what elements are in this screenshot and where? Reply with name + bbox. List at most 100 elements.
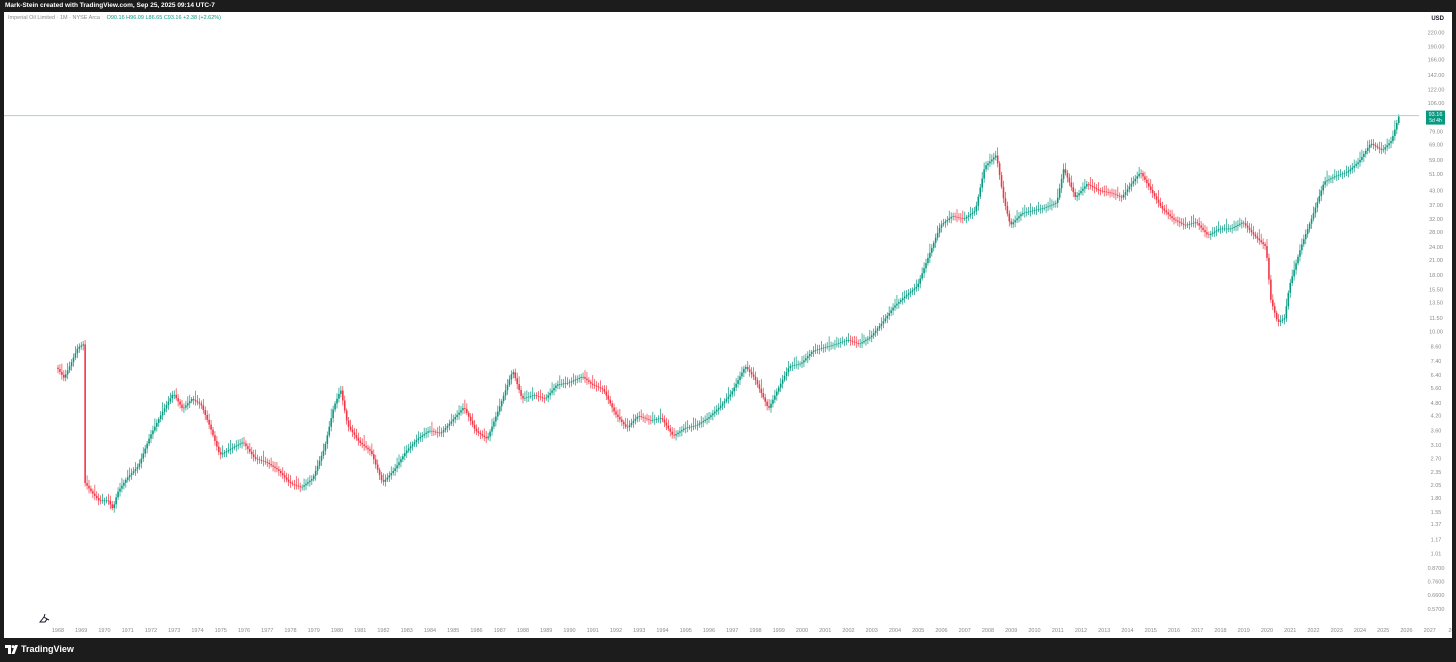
candle-body bbox=[117, 491, 119, 498]
candle-body bbox=[942, 223, 945, 225]
candle-body bbox=[820, 348, 823, 350]
candle-body bbox=[1386, 145, 1388, 148]
time-axis-label: 1995 bbox=[680, 628, 692, 634]
candle-body bbox=[138, 463, 141, 467]
ohlc-low: L86.65 bbox=[145, 15, 163, 21]
price-axis-label: 11.50 bbox=[1429, 316, 1442, 322]
candle-body bbox=[884, 318, 887, 322]
time-axis-label: 1987 bbox=[494, 628, 506, 634]
candle-body bbox=[1035, 209, 1038, 211]
candle-body bbox=[1330, 178, 1332, 180]
chart-panel[interactable]: Imperial Oil Limited · 1M · NYSE Arca O9… bbox=[4, 12, 1452, 638]
candle-body bbox=[1086, 184, 1088, 187]
time-axis-label: 1973 bbox=[168, 628, 180, 634]
time-axis-label: 1968 bbox=[52, 628, 64, 634]
candle-body bbox=[1148, 183, 1150, 187]
candle-body bbox=[78, 346, 81, 349]
candle-body bbox=[913, 288, 916, 291]
candle-body bbox=[814, 350, 817, 351]
candle-body bbox=[262, 460, 265, 462]
candle-body bbox=[146, 443, 148, 449]
candle-body bbox=[1126, 189, 1129, 193]
time-axis-label: 2013 bbox=[1098, 628, 1110, 634]
candle-body bbox=[92, 491, 94, 494]
candle-body bbox=[1080, 190, 1082, 194]
candle-body bbox=[533, 395, 536, 397]
ohlc-change: +2.38 (+2.62%) bbox=[183, 15, 222, 21]
candle-body bbox=[1231, 228, 1233, 229]
candle-body bbox=[677, 432, 679, 435]
candle-body bbox=[729, 394, 732, 397]
candle-body bbox=[766, 401, 768, 407]
tradingview-logo[interactable]: TradingView bbox=[5, 644, 74, 654]
candle-body bbox=[566, 382, 569, 384]
candle-body bbox=[322, 450, 325, 456]
price-axis-label: 1.80 bbox=[1431, 496, 1442, 502]
candle-body bbox=[591, 383, 594, 385]
candle-body bbox=[1206, 232, 1208, 235]
candle-body bbox=[1384, 147, 1386, 150]
candle-body bbox=[454, 417, 456, 420]
candle-body bbox=[425, 432, 427, 435]
candle-body bbox=[338, 393, 340, 399]
candle-body bbox=[311, 479, 313, 481]
candle-body bbox=[1252, 232, 1255, 235]
candle-body bbox=[287, 479, 290, 482]
candle-body bbox=[512, 372, 515, 375]
candle-body bbox=[994, 155, 997, 158]
candle-body bbox=[700, 422, 703, 424]
candle-body bbox=[59, 369, 61, 372]
candle-body bbox=[1366, 147, 1369, 151]
candle-body bbox=[1169, 214, 1171, 217]
candle-body bbox=[307, 482, 309, 484]
candle-body bbox=[466, 408, 468, 413]
candle-body bbox=[436, 432, 439, 433]
time-axis-label: 1999 bbox=[773, 628, 785, 634]
candle-body bbox=[272, 465, 274, 467]
candle-body bbox=[1351, 167, 1354, 170]
candle-body bbox=[502, 395, 505, 402]
candle-body bbox=[694, 425, 697, 427]
candle-body bbox=[361, 442, 363, 445]
price-chart[interactable]: 220.00 190.00 166.00 142.00 122.00 106.00 79.0… bbox=[4, 12, 1452, 638]
time-axis-label: 2008 bbox=[982, 628, 994, 634]
candle-body bbox=[624, 424, 627, 427]
candle-body bbox=[202, 405, 205, 411]
time-axis-label: 1972 bbox=[145, 628, 157, 634]
candle-body bbox=[1374, 145, 1377, 147]
candle-body bbox=[309, 480, 311, 483]
candle-body bbox=[328, 426, 331, 436]
candle-body bbox=[760, 388, 763, 394]
time-axis-label: 2009 bbox=[1005, 628, 1017, 634]
candle-body bbox=[438, 432, 441, 434]
candle-body bbox=[140, 458, 143, 464]
candle-body bbox=[529, 395, 532, 397]
candle-body bbox=[1277, 319, 1280, 322]
candle-body bbox=[878, 326, 881, 329]
candle-body bbox=[673, 434, 675, 436]
candle-body bbox=[1353, 165, 1355, 168]
candle-body bbox=[396, 465, 398, 469]
candle-body bbox=[1372, 143, 1375, 146]
candle-body bbox=[607, 395, 610, 400]
candle-body bbox=[475, 428, 478, 432]
time-axis-label: 1979 bbox=[308, 628, 320, 634]
candle-body bbox=[1357, 162, 1359, 165]
candle-body bbox=[498, 406, 501, 412]
candle-body bbox=[1173, 218, 1175, 220]
candle-body bbox=[593, 384, 596, 386]
candle-body bbox=[258, 459, 261, 461]
price-axis-label: 37.00 bbox=[1429, 203, 1443, 209]
candle-body bbox=[648, 419, 650, 421]
drawing-tool-icon[interactable] bbox=[38, 613, 50, 623]
candle-body bbox=[710, 415, 712, 418]
currency-label[interactable]: USD bbox=[1431, 16, 1444, 22]
candle-body bbox=[520, 389, 522, 396]
candle-body bbox=[500, 401, 503, 407]
candle-body bbox=[1260, 240, 1262, 243]
candle-body bbox=[615, 411, 617, 415]
candle-body bbox=[690, 426, 693, 428]
candle-body bbox=[421, 435, 424, 437]
candle-body bbox=[1301, 244, 1303, 251]
time-axis-label: 1986 bbox=[470, 628, 482, 634]
